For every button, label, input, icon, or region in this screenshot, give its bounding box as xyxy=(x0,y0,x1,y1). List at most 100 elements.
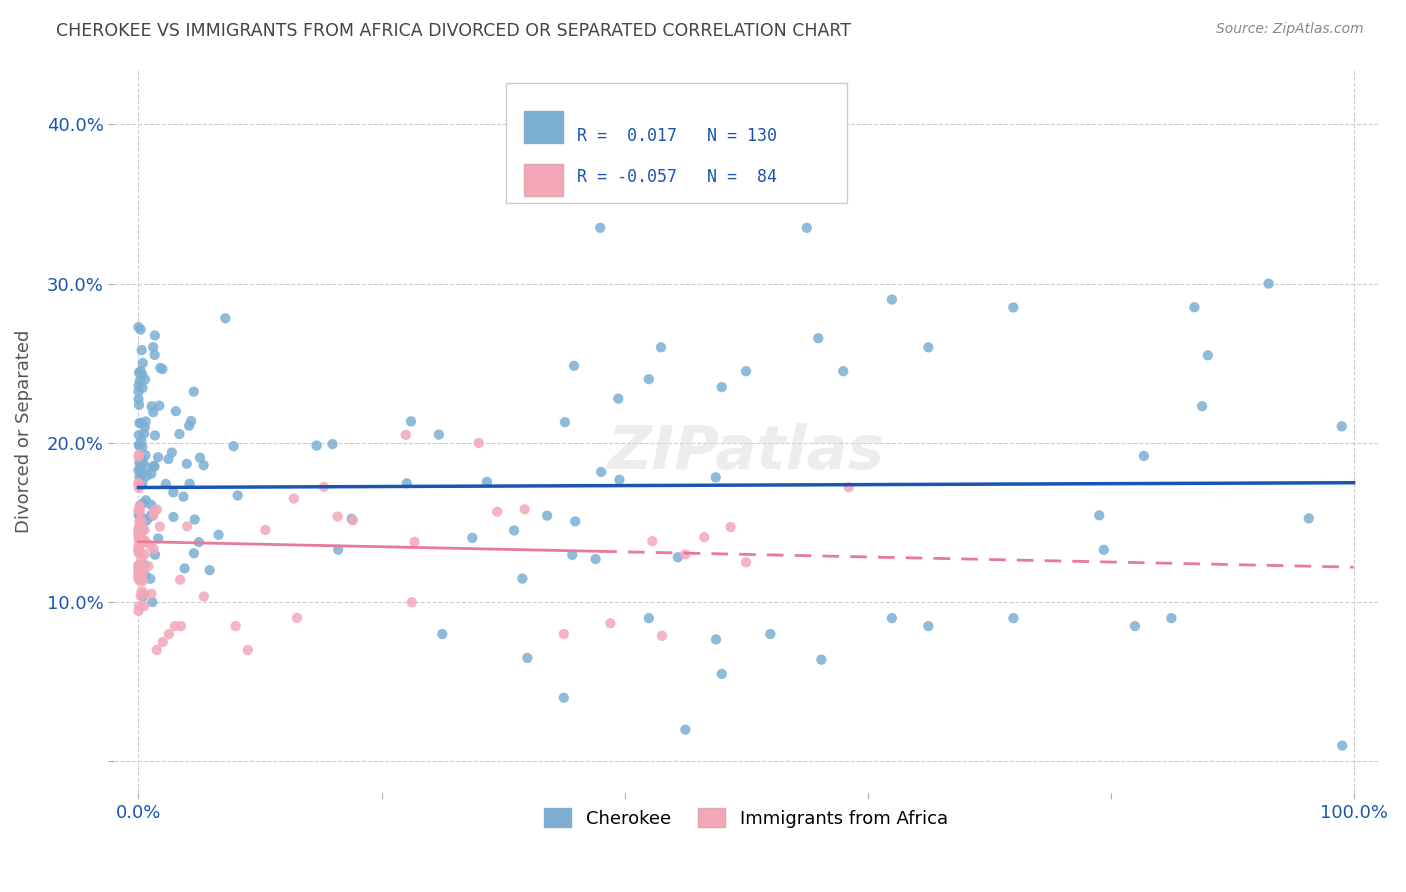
Point xyxy=(128,599,150,614)
Point xyxy=(134,448,156,462)
Point xyxy=(131,516,153,531)
Point xyxy=(128,604,150,618)
Point xyxy=(136,461,159,475)
Point xyxy=(131,524,153,538)
Point xyxy=(128,508,150,522)
Point xyxy=(810,653,832,667)
Point xyxy=(135,414,157,428)
Point xyxy=(176,457,198,471)
Text: ZIPatlas: ZIPatlas xyxy=(607,423,884,483)
Point xyxy=(134,523,156,537)
Point xyxy=(128,541,150,555)
Point xyxy=(128,416,150,430)
Point xyxy=(128,450,150,464)
Point xyxy=(1123,619,1146,633)
Point xyxy=(142,405,165,419)
Point xyxy=(131,534,153,549)
Point xyxy=(131,521,153,535)
Point xyxy=(128,561,150,575)
Point xyxy=(564,514,586,528)
Point xyxy=(131,381,153,395)
Point xyxy=(135,493,157,508)
Point xyxy=(142,541,165,556)
Point xyxy=(139,572,162,586)
Point xyxy=(141,587,163,601)
Point xyxy=(128,569,150,583)
Point xyxy=(141,509,163,524)
Point xyxy=(141,399,163,413)
Point xyxy=(395,476,418,491)
Point xyxy=(128,500,150,515)
Point xyxy=(399,414,422,428)
Point xyxy=(128,481,150,495)
Point xyxy=(128,539,150,553)
Text: Source: ZipAtlas.com: Source: ZipAtlas.com xyxy=(1216,22,1364,37)
Point xyxy=(127,572,149,586)
Point xyxy=(134,535,156,549)
Point xyxy=(807,331,830,345)
Point xyxy=(838,480,860,494)
Point xyxy=(735,364,758,378)
Point xyxy=(128,477,150,491)
Point xyxy=(152,362,174,376)
Point xyxy=(1002,611,1025,625)
Point xyxy=(880,611,903,625)
Point xyxy=(585,552,607,566)
Point xyxy=(142,508,165,523)
Point xyxy=(704,632,727,647)
Point xyxy=(1088,508,1111,523)
Point xyxy=(880,293,903,307)
Point xyxy=(129,552,152,566)
Point xyxy=(666,550,689,565)
Point xyxy=(1197,348,1219,362)
Point xyxy=(1184,300,1206,314)
Point xyxy=(321,437,343,451)
Point xyxy=(1257,277,1279,291)
Point xyxy=(128,522,150,536)
Point xyxy=(342,513,364,527)
Point xyxy=(226,488,249,502)
Point xyxy=(169,573,191,587)
Point xyxy=(599,616,621,631)
Point xyxy=(128,544,150,558)
Point xyxy=(651,629,673,643)
Point xyxy=(129,513,152,527)
Point xyxy=(129,589,152,603)
Point xyxy=(131,368,153,382)
Y-axis label: Divorced or Separated: Divorced or Separated xyxy=(15,329,32,533)
Point xyxy=(132,426,155,441)
Point xyxy=(704,470,727,484)
Point xyxy=(134,558,156,572)
Point xyxy=(673,723,696,737)
Point xyxy=(129,453,152,467)
Point xyxy=(759,627,782,641)
Point xyxy=(832,364,855,378)
Point xyxy=(401,595,423,609)
Point xyxy=(165,404,187,418)
Point xyxy=(225,619,247,633)
Point xyxy=(1331,739,1354,753)
Point xyxy=(143,348,166,362)
Point xyxy=(127,320,149,334)
Text: R =  0.017   N = 130: R = 0.017 N = 130 xyxy=(576,127,776,145)
Point xyxy=(162,485,184,500)
Point xyxy=(180,414,202,428)
Point xyxy=(637,372,659,386)
Point xyxy=(305,438,328,452)
Point xyxy=(188,450,211,465)
Point xyxy=(132,574,155,588)
Point xyxy=(128,392,150,407)
Point xyxy=(637,611,659,625)
Point xyxy=(129,467,152,481)
Point xyxy=(917,619,939,633)
Point xyxy=(650,340,672,354)
Point xyxy=(131,515,153,529)
Point xyxy=(285,611,308,625)
Point xyxy=(163,619,186,633)
Point xyxy=(169,427,191,442)
Point xyxy=(132,455,155,469)
Point xyxy=(128,505,150,519)
Point xyxy=(173,561,195,575)
Point xyxy=(183,384,205,399)
Point xyxy=(129,461,152,475)
